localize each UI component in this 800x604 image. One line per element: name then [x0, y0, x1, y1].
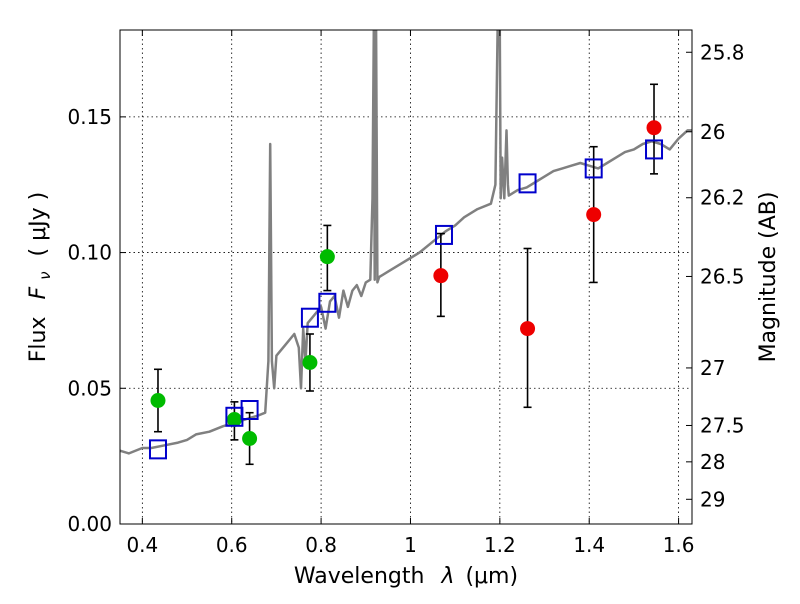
- x-tick-label: 1.2: [484, 533, 516, 557]
- spectrum-layer: [120, 30, 692, 455]
- model-photometry-square: [318, 292, 337, 313]
- x-tick-label: 1.4: [573, 533, 605, 557]
- y2-tick-label: 26.5: [700, 264, 745, 288]
- y2-axis-label: Magnitude (AB): [756, 192, 781, 363]
- ticks-layer: 0.4 0.6 0.8 1 1.2 1.4 1.6 0.00 0.05 0.10 0.15 25.8 2…: [67, 30, 745, 557]
- x-tick-label: 0.6: [216, 533, 248, 557]
- spectrum-line: [120, 30, 692, 455]
- y-tick-label: 0.10: [67, 241, 112, 265]
- y2-tick-label: 28: [700, 450, 725, 474]
- y-axis-label: Flux F ν ( μJy ): [26, 192, 56, 362]
- y-axis-label-symbol: F: [26, 286, 51, 299]
- y2-tick-label: 27.5: [700, 413, 745, 437]
- y-axis-label-subscript: ν: [36, 271, 54, 279]
- red-point: [433, 268, 449, 284]
- plot-frame: [119, 29, 693, 525]
- y-axis-label-prefix: Flux: [26, 316, 51, 362]
- y2-tick-label: 29: [700, 487, 725, 511]
- model-photometry-square: [148, 439, 167, 460]
- x-tick-label: 1: [404, 533, 417, 557]
- x-axis-label-symbol: λ: [440, 564, 454, 589]
- model-photometry-square: [300, 307, 319, 328]
- points-layer: [148, 83, 664, 466]
- green-point: [226, 412, 242, 427]
- red-point: [586, 207, 602, 223]
- plot-background: [120, 30, 692, 524]
- green-point: [302, 355, 318, 370]
- y2-tick-label: 27: [700, 356, 725, 380]
- y-tick-label: 0.15: [67, 105, 112, 129]
- model-photometry-square: [518, 173, 537, 194]
- red-point: [520, 321, 536, 337]
- y2-tick-label: 26: [700, 120, 725, 144]
- green-point: [319, 249, 335, 265]
- model-photometry-square: [434, 224, 453, 245]
- model-photometry-square: [584, 158, 603, 179]
- x-axis-label-prefix: Wavelength: [294, 564, 425, 589]
- x-axis-label-unit: (μm): [465, 564, 518, 589]
- x-tick-label: 0.8: [305, 533, 337, 557]
- green-point: [242, 431, 258, 446]
- x-axis-label: Wavelength λ (μm): [294, 564, 518, 589]
- x-tick-label: 0.4: [126, 533, 158, 557]
- x-tick-label: 1.6: [663, 533, 695, 557]
- y-axis-label-unit: ( μJy ): [26, 192, 51, 257]
- model-photometry-square: [645, 139, 664, 160]
- y2-tick-label: 25.8: [700, 40, 745, 64]
- y2-tick-label: 26.2: [700, 186, 745, 210]
- y-tick-label: 0.00: [67, 512, 112, 536]
- green-point: [150, 393, 166, 408]
- y-tick-label: 0.05: [67, 376, 112, 400]
- model-photometry-square: [240, 400, 259, 420]
- red-point: [646, 120, 662, 136]
